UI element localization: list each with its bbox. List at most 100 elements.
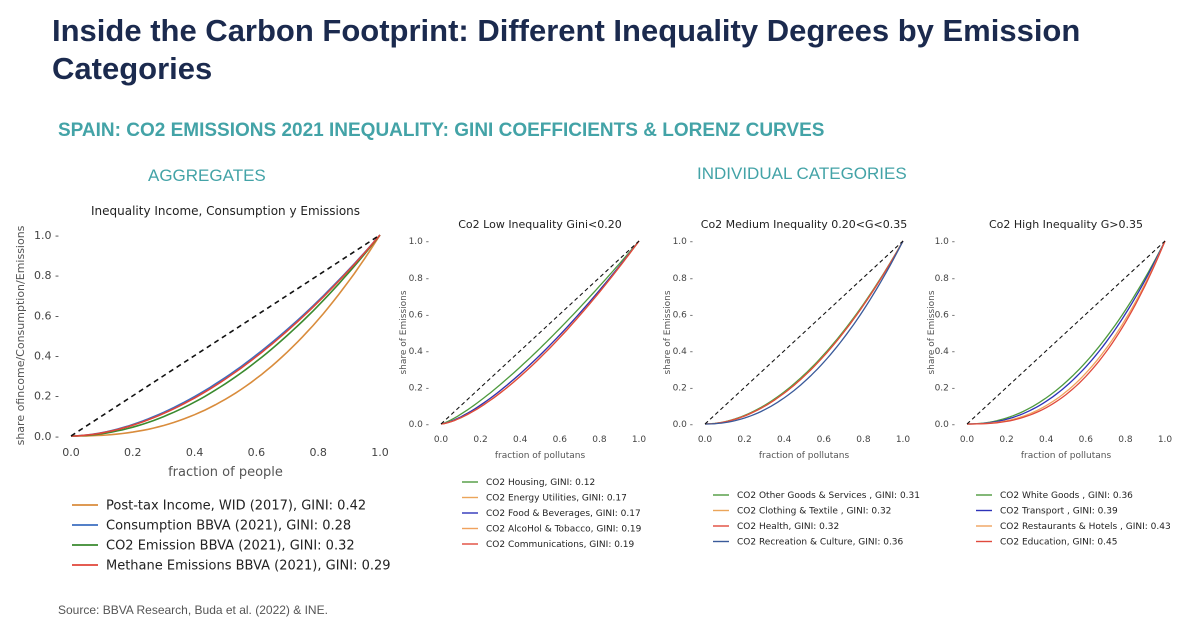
section-subtitle: SPAIN: CO2 EMISSIONS 2021 INEQUALITY: GI… — [58, 120, 825, 141]
chart-2: Co2 Low Inequality Gini<0.20 0.0 0.0 - 0.2 0… — [399, 218, 646, 550]
x-tick-label: 1.0 — [1158, 435, 1173, 445]
y-tick-label: 0.2 - — [673, 384, 693, 394]
x-tick-label: 0.0 — [960, 435, 975, 445]
x-tick-label: 0.4 — [513, 435, 528, 445]
legend-label: CO2 Clothing & Textile , GINI: 0.32 — [737, 507, 891, 517]
legend-label: CO2 Food & Beverages, GINI: 0.17 — [486, 509, 641, 519]
equality-line — [966, 240, 1166, 425]
y-tick-label: 0.6 - — [34, 309, 59, 322]
x-axis-label: fraction of pollutans — [495, 451, 586, 461]
chart-title: Inequality Income, Consumption y Emissio… — [91, 204, 360, 218]
x-axis-label: fraction of pollutans — [1021, 451, 1112, 461]
x-tick-label: 0.8 — [309, 446, 327, 459]
lorenz-curve — [967, 240, 1166, 425]
chart-3: Co2 Medium Inequality 0.20<G<0.35 0.0 0.0 … — [663, 218, 920, 548]
legend-label: CO2 Health, GINI: 0.32 — [737, 522, 839, 532]
lorenz-curve — [70, 234, 381, 437]
y-tick-label: 0.6 - — [673, 310, 693, 320]
x-tick-label: 0.2 — [737, 435, 751, 445]
lorenz-curve — [440, 240, 640, 425]
individual-categories-label: INDIVIDUAL CATEGORIES — [697, 164, 907, 183]
y-tick-label: 0.2 - — [34, 390, 59, 403]
legend-label: Post-tax Income, WID (2017), GINI: 0.42 — [106, 499, 366, 514]
y-tick-label: 1.0 - — [935, 237, 955, 247]
lorenz-curve — [440, 240, 640, 425]
y-tick-label: 1.0 - — [409, 237, 429, 247]
lorenz-curve — [440, 240, 640, 425]
chart-4: Co2 High Inequality G>0.35 0.0 0.0 - 0.2 0.2… — [927, 218, 1172, 548]
legend-label: CO2 Transport , GINI: 0.39 — [1000, 507, 1118, 517]
y-axis-label: share ofincome/Consumption/Emissions — [14, 225, 27, 445]
y-tick-label: 0.0 - — [409, 420, 429, 430]
y-tick-label: 0.4 - — [34, 349, 59, 362]
y-tick-label: 1.0 - — [673, 237, 693, 247]
legend-label: CO2 AlcoHol & Tobacco, GINI: 0.19 — [486, 525, 642, 535]
source-note: Source: BBVA Research, Buda et al. (2022… — [58, 603, 328, 617]
x-tick-label: 0.6 — [817, 435, 832, 445]
x-tick-label: 0.0 — [434, 435, 449, 445]
legend-label: CO2 Energy Utilities, GINI: 0.17 — [486, 494, 627, 504]
y-tick-label: 0.8 - — [34, 269, 59, 282]
x-tick-label: 0.6 — [1079, 435, 1094, 445]
y-tick-label: 0.8 - — [935, 274, 955, 284]
y-axis-label: share of Emissions — [927, 290, 937, 374]
y-tick-label: 0.8 - — [673, 274, 693, 284]
legend-label: Methane Emissions BBVA (2021), GINI: 0.2… — [106, 559, 391, 574]
lorenz-curve — [704, 240, 904, 425]
y-tick-label: 0.4 - — [673, 347, 693, 357]
x-tick-label: 0.8 — [1118, 435, 1133, 445]
y-tick-label: 0.2 - — [409, 384, 429, 394]
y-tick-label: 0.6 - — [935, 310, 955, 320]
x-axis-label: fraction of people — [168, 465, 283, 480]
legend-label: CO2 Housing, GINI: 0.12 — [486, 478, 595, 488]
y-tick-label: 0.0 - — [673, 420, 693, 430]
x-tick-label: 0.2 — [999, 435, 1013, 445]
x-tick-label: 0.2 — [473, 435, 487, 445]
equality-line — [440, 240, 640, 425]
y-tick-label: 0.0 - — [935, 420, 955, 430]
x-tick-label: 0.0 — [698, 435, 713, 445]
legend-label: CO2 Other Goods & Services , GINI: 0.31 — [737, 491, 920, 501]
y-tick-label: 0.6 - — [409, 310, 429, 320]
lorenz-curve — [705, 240, 904, 425]
legend-label: CO2 Emission BBVA (2021), GINI: 0.32 — [106, 539, 355, 554]
y-tick-label: 0.4 - — [409, 347, 429, 357]
legend-label: CO2 Restaurants & Hotels , GINI: 0.43 — [1000, 522, 1171, 532]
page-title: Inside the Carbon Footprint: Different I… — [52, 13, 1081, 86]
y-tick-label: 1.0 - — [34, 229, 59, 242]
legend-label: CO2 Education, GINI: 0.45 — [1000, 538, 1117, 548]
legend-label: Consumption BBVA (2021), GINI: 0.28 — [106, 519, 351, 534]
x-tick-label: 0.8 — [856, 435, 871, 445]
x-tick-label: 0.4 — [1039, 435, 1054, 445]
y-tick-label: 0.2 - — [935, 384, 955, 394]
y-axis-label: share of Emissions — [399, 290, 409, 374]
x-tick-label: 0.6 — [248, 446, 266, 459]
x-axis-label: fraction of pollutans — [759, 451, 850, 461]
x-tick-label: 0.2 — [124, 446, 142, 459]
lorenz-curve — [70, 234, 381, 437]
y-tick-label: 0.4 - — [935, 347, 955, 357]
x-tick-label: 0.4 — [186, 446, 204, 459]
chart-title: Co2 High Inequality G>0.35 — [989, 218, 1143, 231]
x-tick-label: 0.4 — [777, 435, 792, 445]
legend-label: CO2 Communications, GINI: 0.19 — [486, 540, 635, 550]
x-tick-label: 0.0 — [62, 446, 80, 459]
lorenz-curve — [71, 234, 381, 437]
x-tick-label: 0.8 — [592, 435, 607, 445]
lorenz-curve — [967, 240, 1166, 425]
aggregates-label: AGGREGATES — [148, 166, 266, 185]
x-tick-label: 1.0 — [896, 435, 911, 445]
chart-title: Co2 Medium Inequality 0.20<G<0.35 — [701, 218, 907, 231]
y-axis-label: share of Emissions — [663, 290, 673, 374]
equality-line — [70, 234, 381, 437]
y-tick-label: 0.8 - — [409, 274, 429, 284]
y-tick-label: 0.0 - — [34, 430, 59, 443]
legend-label: CO2 Recreation & Culture, GINI: 0.36 — [737, 538, 904, 548]
legend-label: CO2 White Goods , GINI: 0.36 — [1000, 491, 1133, 501]
equality-line — [704, 240, 904, 425]
x-tick-label: 1.0 — [371, 446, 389, 459]
chart-title: Co2 Low Inequality Gini<0.20 — [458, 218, 622, 231]
chart-1: Inequality Income, Consumption y Emissio… — [14, 204, 391, 574]
lorenz-curve — [967, 240, 1166, 425]
